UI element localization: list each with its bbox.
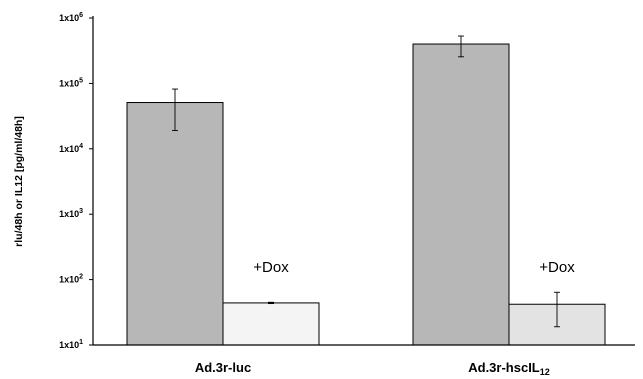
- x-category-label: Ad.3r-hscIL12: [468, 360, 550, 377]
- bar: [222, 302, 320, 346]
- dox-annotation: +Dox: [539, 259, 575, 276]
- y-axis-label: rlu/48h or IL12 [pg/ml/48h]: [13, 116, 25, 247]
- bars: [126, 43, 606, 346]
- x-category-label: Ad.3r-luc: [195, 360, 251, 375]
- y-axis: 1x101 1x102 1x103 1x104 1x105 1x106: [59, 12, 94, 350]
- y-tick-label: 1x102: [59, 274, 83, 285]
- dox-annotation: +Dox: [253, 259, 289, 276]
- error-bars: [172, 35, 560, 328]
- bar: [126, 102, 224, 346]
- y-tick-label: 1x104: [59, 143, 83, 154]
- bar: [412, 43, 510, 346]
- y-tick-label: 1x105: [59, 77, 83, 88]
- y-tick-label: 1x106: [59, 12, 83, 23]
- annotations: +Dox +Dox: [253, 259, 575, 276]
- y-tick-label: 1x101: [59, 339, 83, 350]
- x-axis: Ad.3r-luc Ad.3r-hscIL12: [93, 344, 635, 377]
- y-tick-label: 1x103: [59, 208, 83, 219]
